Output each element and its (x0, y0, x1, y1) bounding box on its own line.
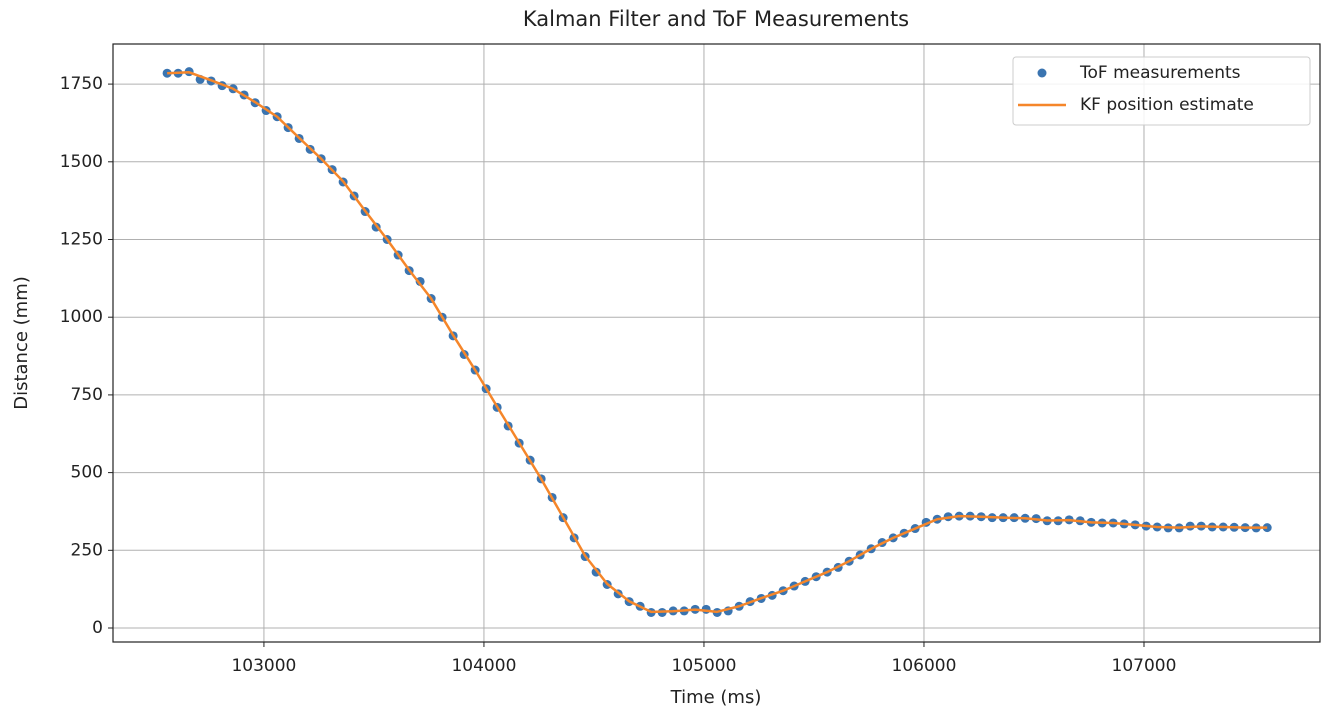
y-tick-label: 500 (71, 463, 103, 483)
legend-label: ToF measurements (1079, 63, 1241, 83)
x-tick-label: 106000 (892, 656, 957, 676)
data-line (167, 71, 1268, 614)
legend-marker (1037, 68, 1047, 78)
y-tick-label: 1000 (60, 307, 103, 327)
y-tick-label: 250 (71, 540, 103, 560)
y-tick-label: 750 (71, 385, 103, 405)
x-tick-label: 107000 (1112, 656, 1177, 676)
y-tick-label: 0 (92, 618, 103, 638)
x-tick-label: 105000 (672, 656, 737, 676)
legend-label: KF position estimate (1080, 95, 1254, 115)
y-tick-label: 1250 (60, 230, 103, 250)
legend-box (1012, 56, 1311, 126)
y-tick-label: 1750 (60, 74, 103, 94)
grid: 103000 104000 105000 106000 107000 0 250 500 750… (60, 44, 1320, 676)
y-tick-label: 1500 (60, 152, 103, 172)
data-point (415, 276, 425, 286)
chart-title: Kalman Filter and ToF Measurements (523, 7, 909, 31)
plot-data (162, 67, 1272, 617)
x-tick-label: 103000 (231, 656, 296, 676)
y-axis-label: Distance (mm) (11, 276, 32, 410)
plot-frame (112, 43, 1321, 643)
x-tick-label: 104000 (451, 656, 516, 676)
x-axis-label: Time (ms) (670, 687, 762, 708)
legend: ToF measurements KF position estimate (1012, 56, 1311, 126)
